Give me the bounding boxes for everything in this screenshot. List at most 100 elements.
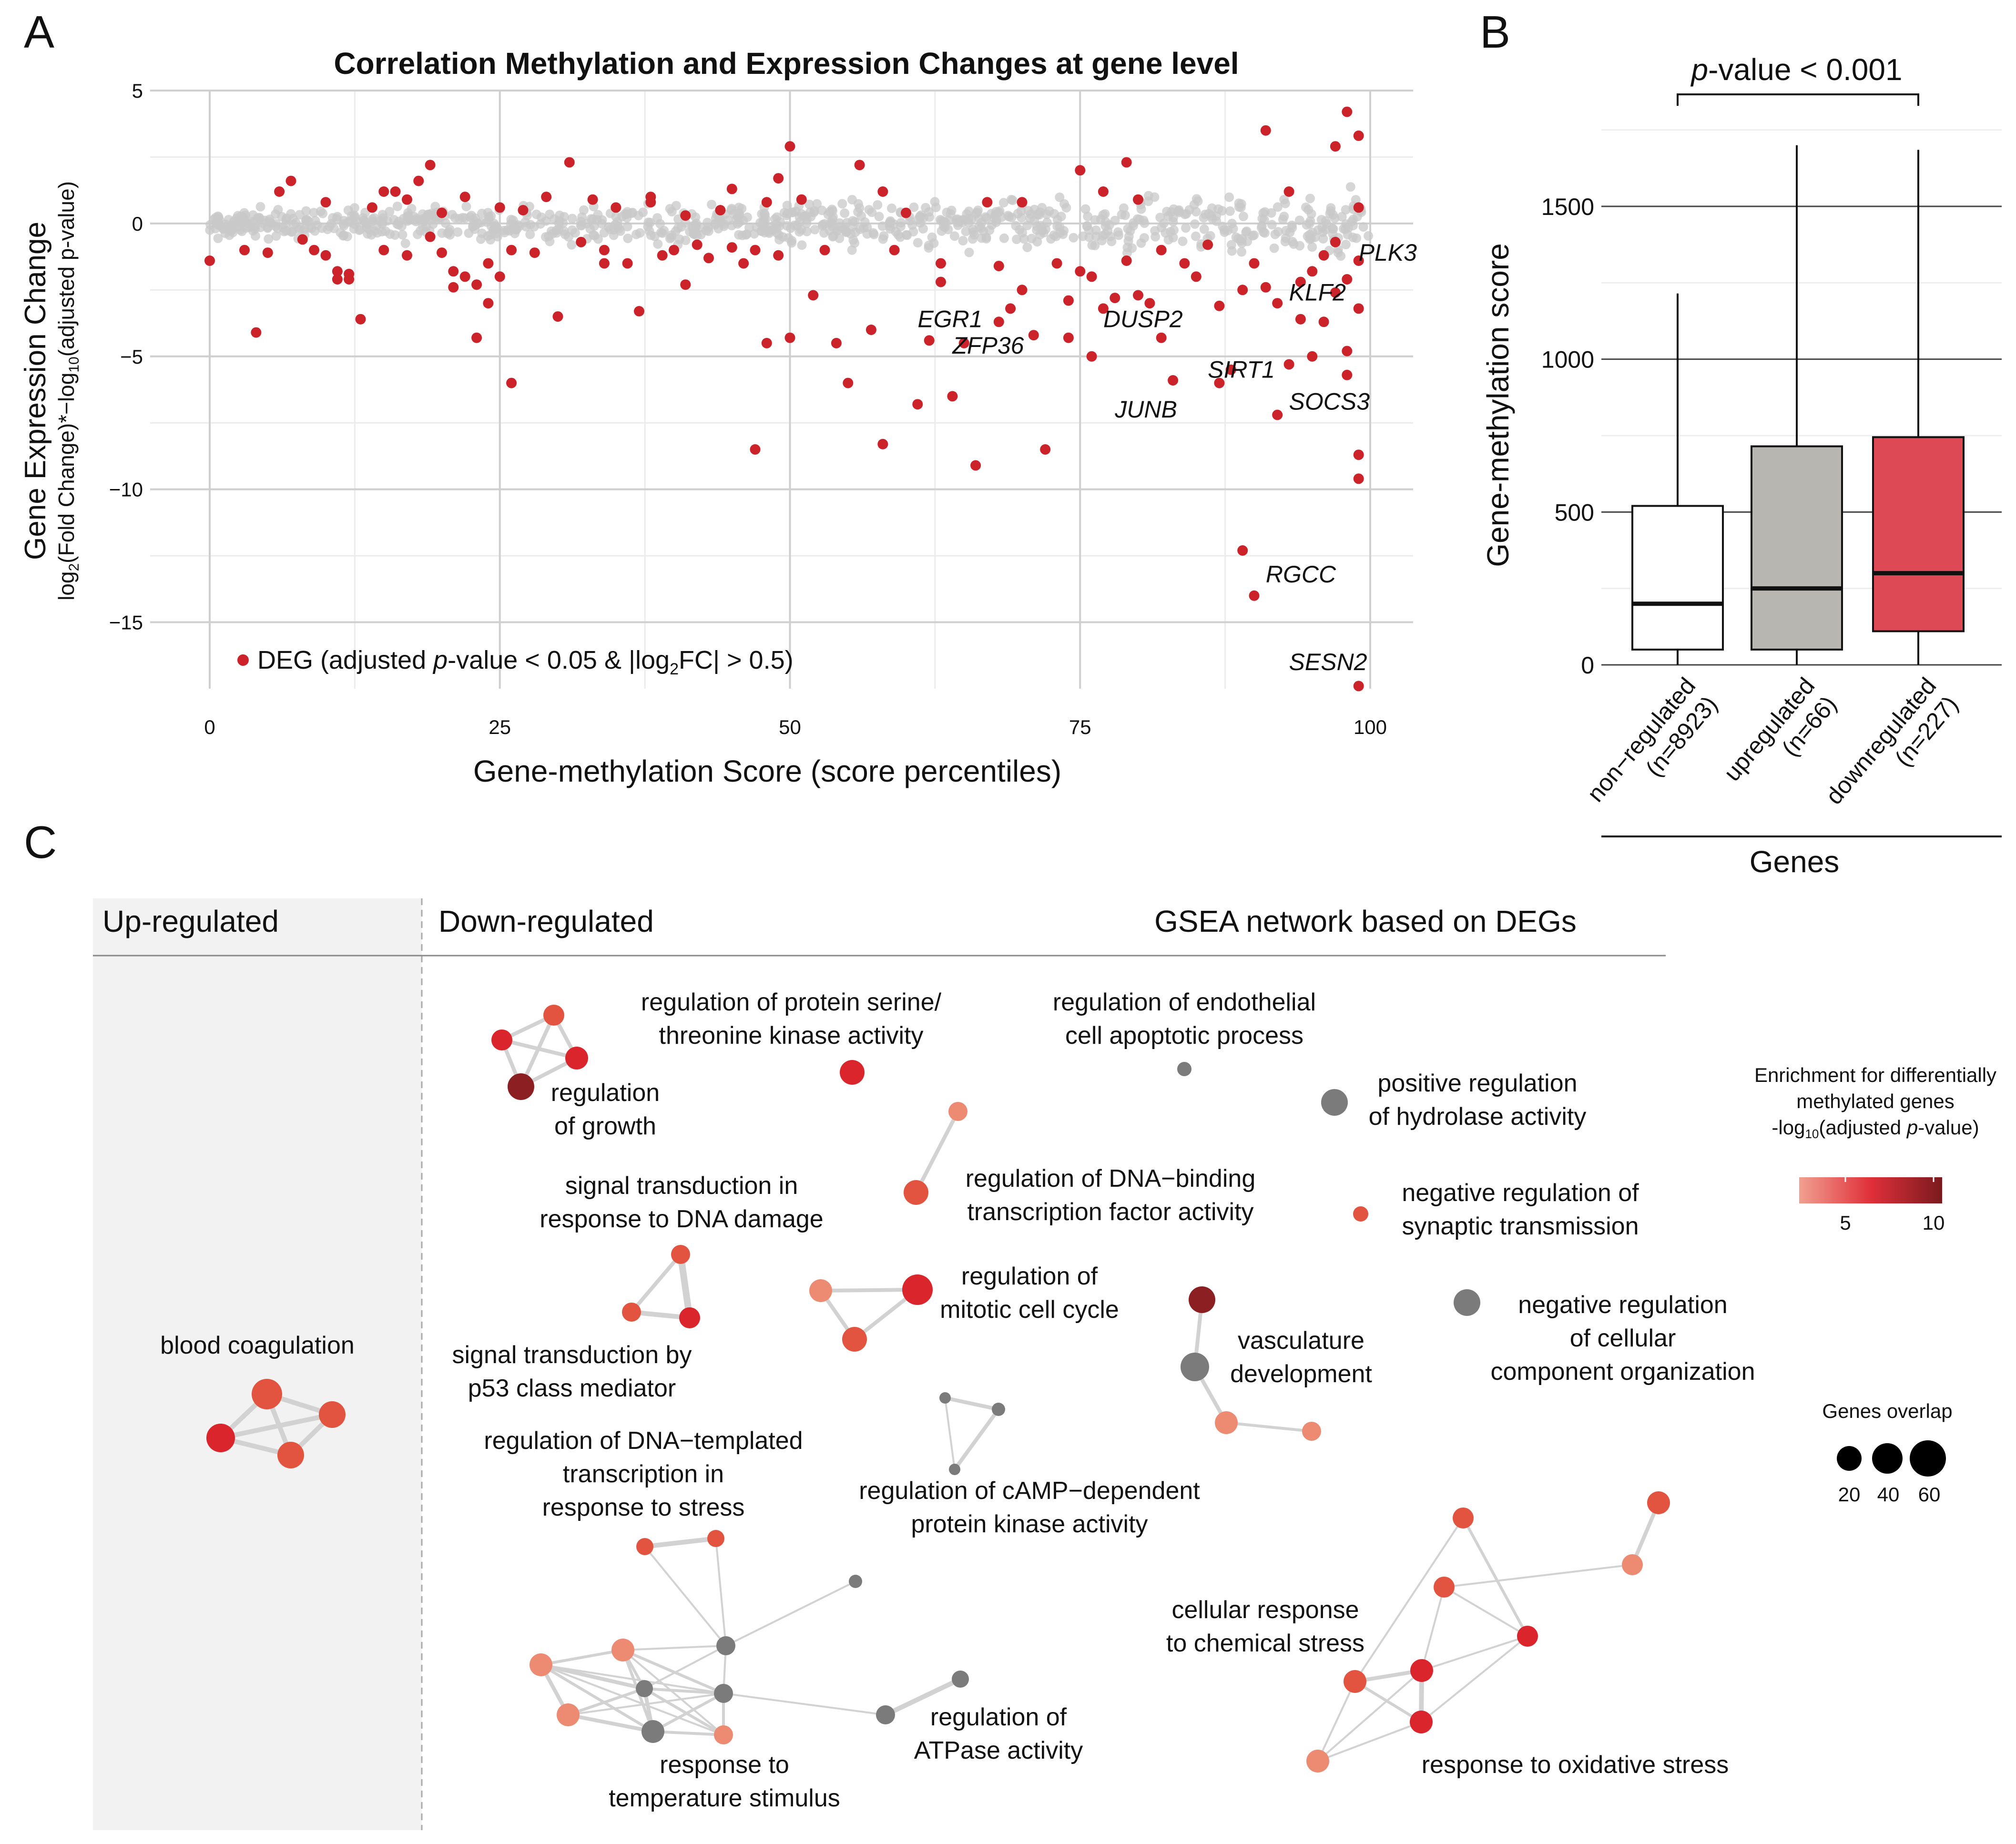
deg-point: [1144, 298, 1155, 309]
background-gene-point: [1022, 243, 1032, 252]
network-edge: [883, 1677, 963, 1717]
background-gene-point: [842, 218, 852, 228]
background-gene-point: [827, 218, 837, 228]
background-gene-point: [1348, 233, 1358, 243]
deg-point: [1063, 295, 1074, 306]
deg-point: [1110, 293, 1120, 304]
background-gene-point: [349, 203, 359, 213]
background-gene-point: [878, 234, 888, 244]
background-gene-point: [771, 223, 781, 233]
background-gene-point: [891, 227, 901, 237]
deg-point: [993, 261, 1004, 272]
deg-point: [1260, 125, 1271, 136]
panel-b: B 0 500 1000 1500 non−regulated(n=8923)upre…: [1480, 7, 2002, 879]
network-edge: [567, 1692, 724, 1716]
background-gene-point: [804, 199, 815, 209]
network-node: [1454, 1289, 1480, 1316]
background-gene-point: [862, 229, 872, 239]
deg-point: [1168, 375, 1179, 386]
background-gene-point: [828, 206, 837, 216]
background-gene-point: [968, 227, 978, 237]
deg-point: [1318, 316, 1329, 327]
background-gene-point: [840, 208, 850, 218]
background-gene-point: [1302, 220, 1312, 230]
network-edge: [725, 1580, 856, 1647]
background-gene-point: [248, 216, 258, 226]
background-gene-point: [727, 204, 737, 214]
network-edge: [819, 1288, 919, 1293]
deg-point: [1353, 255, 1364, 266]
background-gene-point: [835, 218, 845, 228]
deg-point: [1225, 364, 1236, 375]
deg-point: [912, 399, 923, 410]
deg-point: [819, 245, 830, 255]
background-gene-point: [349, 210, 359, 220]
network-node: [842, 1327, 867, 1352]
deg-point: [958, 337, 969, 348]
background-gene-point: [1084, 232, 1094, 242]
background-gene-point: [701, 225, 711, 235]
background-gene-point: [964, 206, 974, 216]
deg-point: [1156, 332, 1167, 343]
background-gene-point: [760, 228, 770, 238]
background-gene-point: [301, 206, 311, 216]
background-gene-point: [940, 217, 950, 227]
network-node: [714, 1725, 733, 1744]
chart-b-xlabel: Genes: [1750, 845, 1840, 879]
deg-point: [843, 377, 854, 388]
background-gene-point: [1103, 226, 1113, 236]
background-gene-point: [1358, 222, 1368, 232]
background-gene-point: [1090, 215, 1100, 225]
deg-point: [1237, 545, 1248, 556]
deg-point: [483, 258, 494, 269]
network-node: [714, 1684, 733, 1703]
network-nodes: [206, 1005, 1670, 1773]
deg-point: [1098, 186, 1109, 197]
deg-point: [703, 253, 714, 264]
deg-point: [622, 258, 633, 269]
deg-point: [320, 197, 331, 208]
background-gene-point: [650, 232, 660, 241]
network-node: [1647, 1491, 1670, 1514]
background-gene-point: [921, 203, 931, 213]
background-gene-point: [1305, 194, 1315, 204]
background-gene-point: [392, 202, 402, 211]
network-edge: [1317, 1670, 1423, 1762]
background-gene-point: [264, 234, 274, 244]
background-gene-point: [1224, 192, 1234, 202]
deg-point: [378, 186, 389, 197]
background-gene-point: [1034, 210, 1044, 220]
deg-point: [437, 207, 447, 218]
background-gene-point: [972, 207, 982, 217]
background-gene-point: [511, 224, 521, 234]
background-gene-point: [623, 234, 633, 244]
background-gene-point: [486, 235, 496, 245]
background-gene-point: [653, 239, 663, 249]
deg-point: [657, 250, 668, 261]
background-gene-point: [927, 232, 937, 242]
background-gene-point: [1270, 229, 1280, 239]
panel-c: C Up-regulated Down-regulated GSEA netwo…: [24, 817, 1996, 1830]
color-legend-title-2: methylated genes: [1796, 1090, 1955, 1112]
background-gene-point: [397, 230, 407, 240]
deg-point: [251, 327, 262, 338]
size-legend-label-60: 60: [1918, 1483, 1941, 1506]
network-edge: [1354, 1680, 1423, 1723]
legend-deg-marker: [237, 654, 249, 666]
background-gene-point: [1181, 223, 1191, 233]
background-gene-point: [1341, 240, 1351, 249]
deg-point: [1191, 271, 1201, 282]
gene-label: SIRT1: [1208, 356, 1275, 383]
background-gene-point: [930, 197, 940, 207]
deg-point: [1295, 314, 1306, 325]
network-node: [1306, 1750, 1329, 1773]
background-gene-point: [1163, 235, 1173, 245]
background-gene-point: [309, 208, 319, 218]
y-tick-label: 5: [132, 80, 143, 102]
up-regulated-column: [93, 898, 422, 1830]
network-node: [1344, 1670, 1366, 1693]
background-gene-point: [999, 233, 1009, 243]
deg-point: [1249, 590, 1260, 601]
deg-point: [402, 194, 412, 205]
